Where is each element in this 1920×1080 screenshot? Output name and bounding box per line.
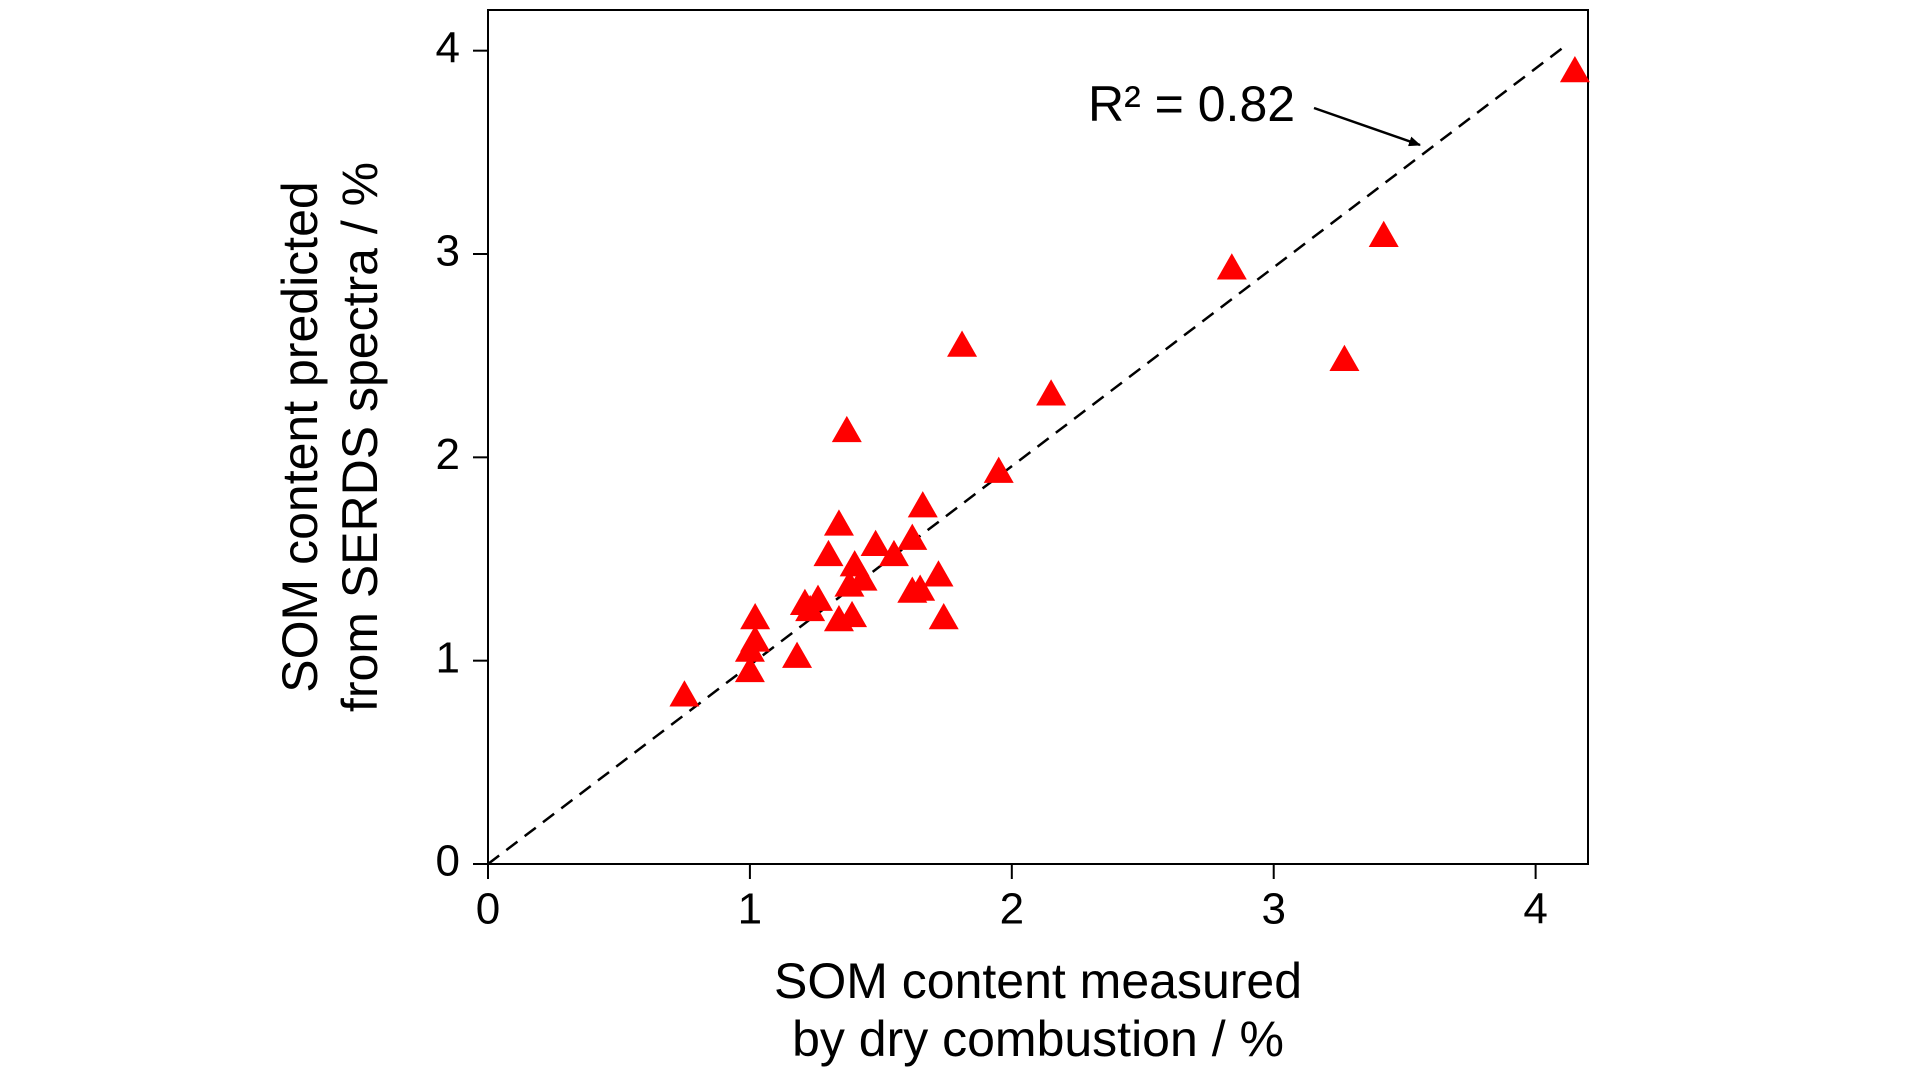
x-tick-label: 0 [476,885,500,934]
y-axis-label: from SERDS spectra / % [332,162,388,712]
point [1216,253,1247,280]
y-tick-label: 4 [436,23,460,72]
point [983,456,1014,483]
x-tick-label: 4 [1523,885,1547,934]
point [928,602,959,630]
point [740,625,771,652]
x-tick-label: 1 [738,885,762,934]
y-tick-label: 3 [436,227,460,276]
point [878,539,909,567]
point [813,539,844,567]
point [782,641,813,668]
y-tick-label: 1 [436,633,460,682]
plot-frame [487,9,1589,865]
point [1329,344,1360,371]
x-tick-label: 2 [1000,885,1024,934]
point [905,574,936,601]
point [823,509,854,536]
y-tick-label: 0 [436,837,460,886]
point [897,523,928,550]
x-tick-label: 3 [1261,885,1285,934]
point [1036,379,1067,406]
annotation: R² = 0.82 [1088,76,1295,132]
point [923,560,954,587]
point [947,330,978,357]
point [847,564,878,591]
point [860,529,891,557]
point [669,680,700,707]
y-axis-label: SOM content predicted [272,181,328,692]
point [1368,220,1399,247]
x-axis-label: by dry combustion / % [792,1011,1284,1067]
point [740,602,771,630]
annotation-arrow [1313,106,1421,147]
fit-line [487,43,1568,865]
point [831,415,862,443]
point [1559,56,1590,83]
y-tick-label: 2 [436,430,460,479]
point [734,655,765,683]
x-axis-label: SOM content measured [774,953,1302,1009]
point [837,600,868,628]
point [803,584,833,611]
point [907,491,938,518]
